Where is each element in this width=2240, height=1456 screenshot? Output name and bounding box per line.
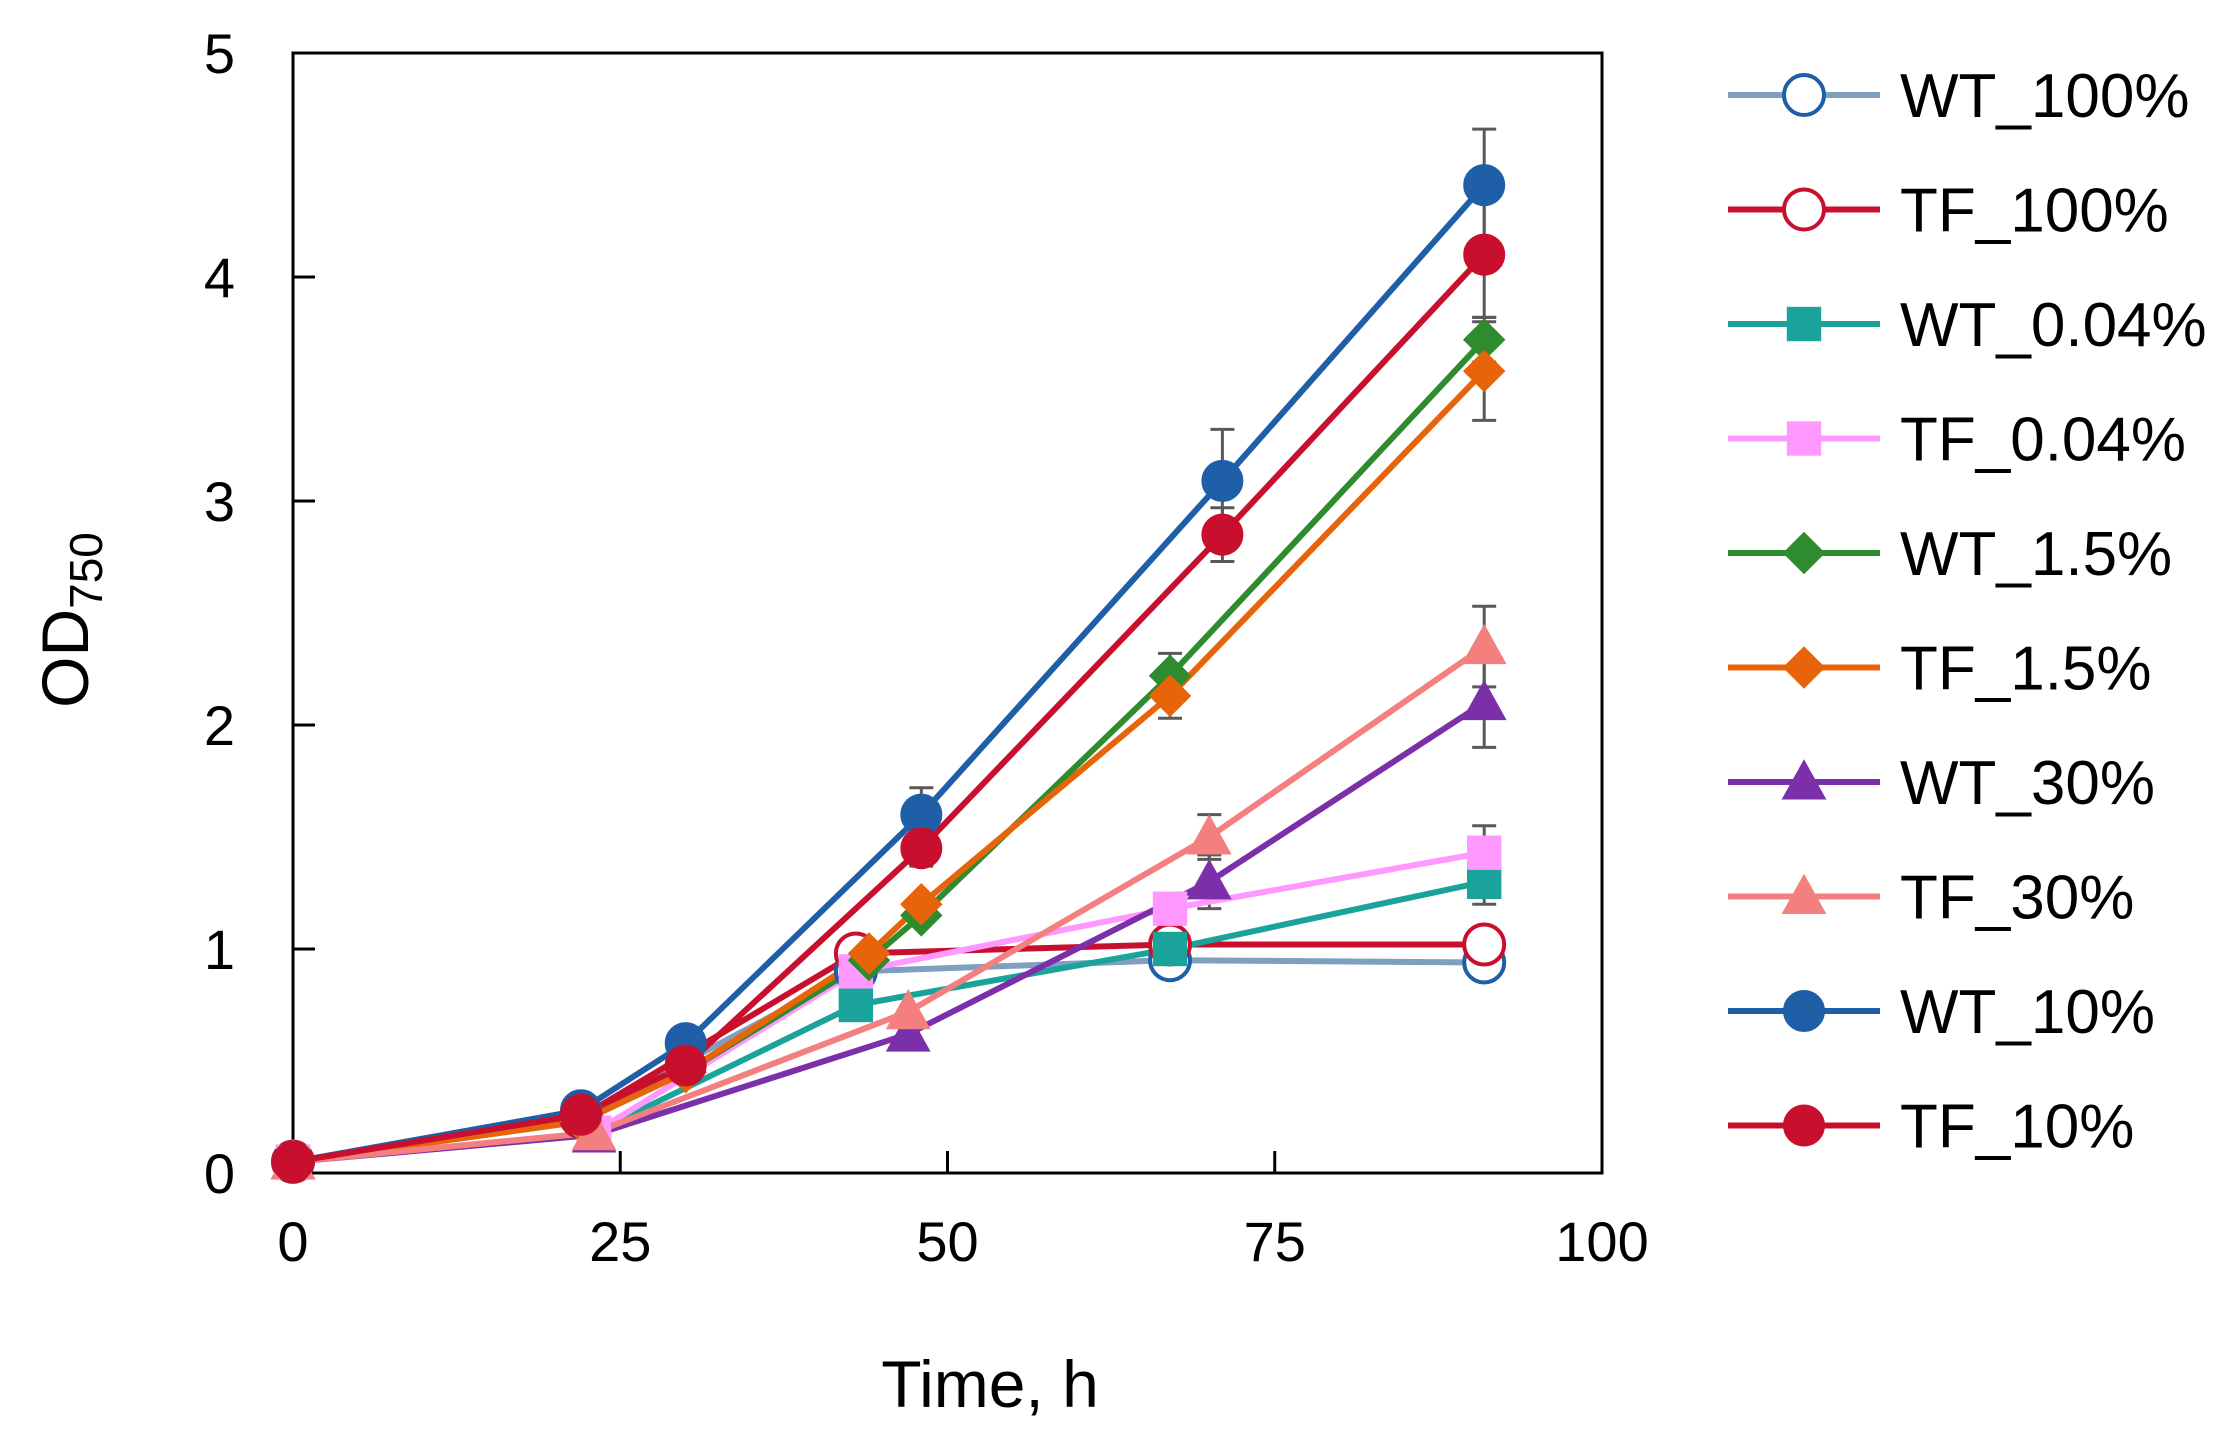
data-point-tf-100pct [1462, 922, 1507, 967]
data-point-wt-30pct [1461, 679, 1507, 721]
data-point-tf-0-04pct [1152, 891, 1188, 926]
y-axis-title-subscript: 750 [60, 532, 112, 609]
legend-marker [1782, 531, 1826, 575]
data-point-wt-0-04pct [838, 987, 874, 1023]
legend-entry-wt-30pct: WT_30% [1728, 749, 2155, 818]
legend: WT_100% TF_100% WT_0.04% TF_0.04% WT_1.5% TF_… [1728, 62, 2207, 1162]
data-point-tf-30pct [885, 988, 931, 1030]
data-point-tf-30pct [1461, 623, 1507, 665]
data-point-tf-30pct [1186, 814, 1232, 855]
data-point-tf-10pct [272, 1140, 314, 1183]
legend-marker [1781, 759, 1827, 800]
data-point-wt-0-04pct [1152, 931, 1188, 967]
y-tick-label: 2 [204, 694, 235, 757]
legend-marker [1782, 73, 1826, 117]
series-line-tf-30pct [292, 644, 1486, 1165]
data-point-tf-10pct [900, 827, 943, 870]
legend-marker [1782, 646, 1826, 689]
legend-marker [1782, 187, 1826, 232]
y-tick-label: 5 [204, 22, 235, 85]
data-point-wt-30pct [885, 1011, 931, 1052]
legend-entry-wt-100pct: WT_100% [1728, 62, 2189, 131]
y-axis-tick-labels: 0 1 2 3 4 5 [204, 22, 235, 1205]
legend-entry-tf-10pct: TF_10% [1728, 1093, 2134, 1162]
x-axis-title: Time, h [881, 1347, 1099, 1421]
y-tick-label: 4 [204, 246, 235, 309]
legend-label: WT_100% [1900, 62, 2189, 131]
legend-entry-tf-1-5pct: TF_1.5% [1728, 635, 2152, 704]
data-point-tf-1-5pct [900, 882, 943, 926]
legend-marker [1781, 873, 1827, 915]
legend-marker [1783, 990, 1825, 1032]
data-point-tf-1-5pct [1462, 349, 1506, 393]
plot-area-frame [291, 51, 1604, 1175]
y-tick-label: 0 [204, 1142, 235, 1205]
legend-label: TF_0.04% [1900, 406, 2186, 475]
data-point-tf-10pct [559, 1093, 602, 1136]
legend-label: TF_100% [1900, 177, 2169, 246]
legend-marker [1786, 306, 1822, 342]
x-tick-label: 100 [1555, 1210, 1648, 1273]
series-lines [292, 183, 1487, 1165]
data-point-wt-0-04pct [1466, 864, 1502, 899]
series-markers [270, 164, 1507, 1184]
data-point-tf-10pct [1201, 513, 1244, 556]
legend-entry-tf-100pct: TF_100% [1728, 177, 2169, 246]
x-axis-tick-labels: 0 25 50 75 100 [277, 1210, 1648, 1273]
y-axis-title: OD750 [28, 532, 112, 708]
x-tick-label: 75 [1244, 1210, 1306, 1273]
x-tick-label: 0 [277, 1210, 308, 1273]
data-point-tf-1-5pct [1148, 674, 1192, 718]
legend-label: WT_1.5% [1900, 520, 2172, 589]
legend-label: TF_1.5% [1900, 635, 2152, 704]
axis-ticks [293, 275, 1277, 1173]
data-point-tf-1-5pct [847, 932, 891, 975]
data-point-tf-10pct [664, 1044, 707, 1087]
y-tick-label: 3 [204, 470, 235, 533]
data-point-tf-0-04pct [1466, 835, 1502, 870]
legend-entry-wt-10pct: WT_10% [1728, 978, 2155, 1047]
legend-label: TF_10% [1900, 1093, 2134, 1162]
legend-label: WT_0.04% [1900, 291, 2207, 360]
legend-entry-tf-30pct: TF_30% [1728, 864, 2134, 933]
legend-label: WT_10% [1900, 978, 2155, 1047]
legend-label: TF_30% [1900, 864, 2134, 933]
legend-entry-wt-1-5pct: WT_1.5% [1728, 520, 2172, 589]
legend-marker [1786, 421, 1822, 456]
x-tick-label: 25 [589, 1210, 651, 1273]
series-line-tf-0-04pct [292, 849, 1485, 1165]
x-tick-label: 50 [916, 1210, 978, 1273]
series-line-tf-10pct [292, 252, 1487, 1165]
data-point-wt-10pct [1201, 459, 1244, 502]
data-point-tf-10pct [1463, 233, 1506, 276]
legend-marker [1783, 1104, 1825, 1147]
series-line-wt-10pct [292, 183, 1487, 1165]
legend-entry-wt-0-04pct: WT_0.04% [1728, 291, 2207, 360]
legend-entry-tf-0-04pct: TF_0.04% [1728, 406, 2186, 475]
legend-label: WT_30% [1900, 749, 2155, 818]
data-point-wt-30pct [1186, 859, 1232, 900]
data-point-wt-10pct [1463, 164, 1506, 207]
y-axis-title-main: OD [28, 609, 102, 708]
y-tick-label: 1 [204, 918, 235, 981]
